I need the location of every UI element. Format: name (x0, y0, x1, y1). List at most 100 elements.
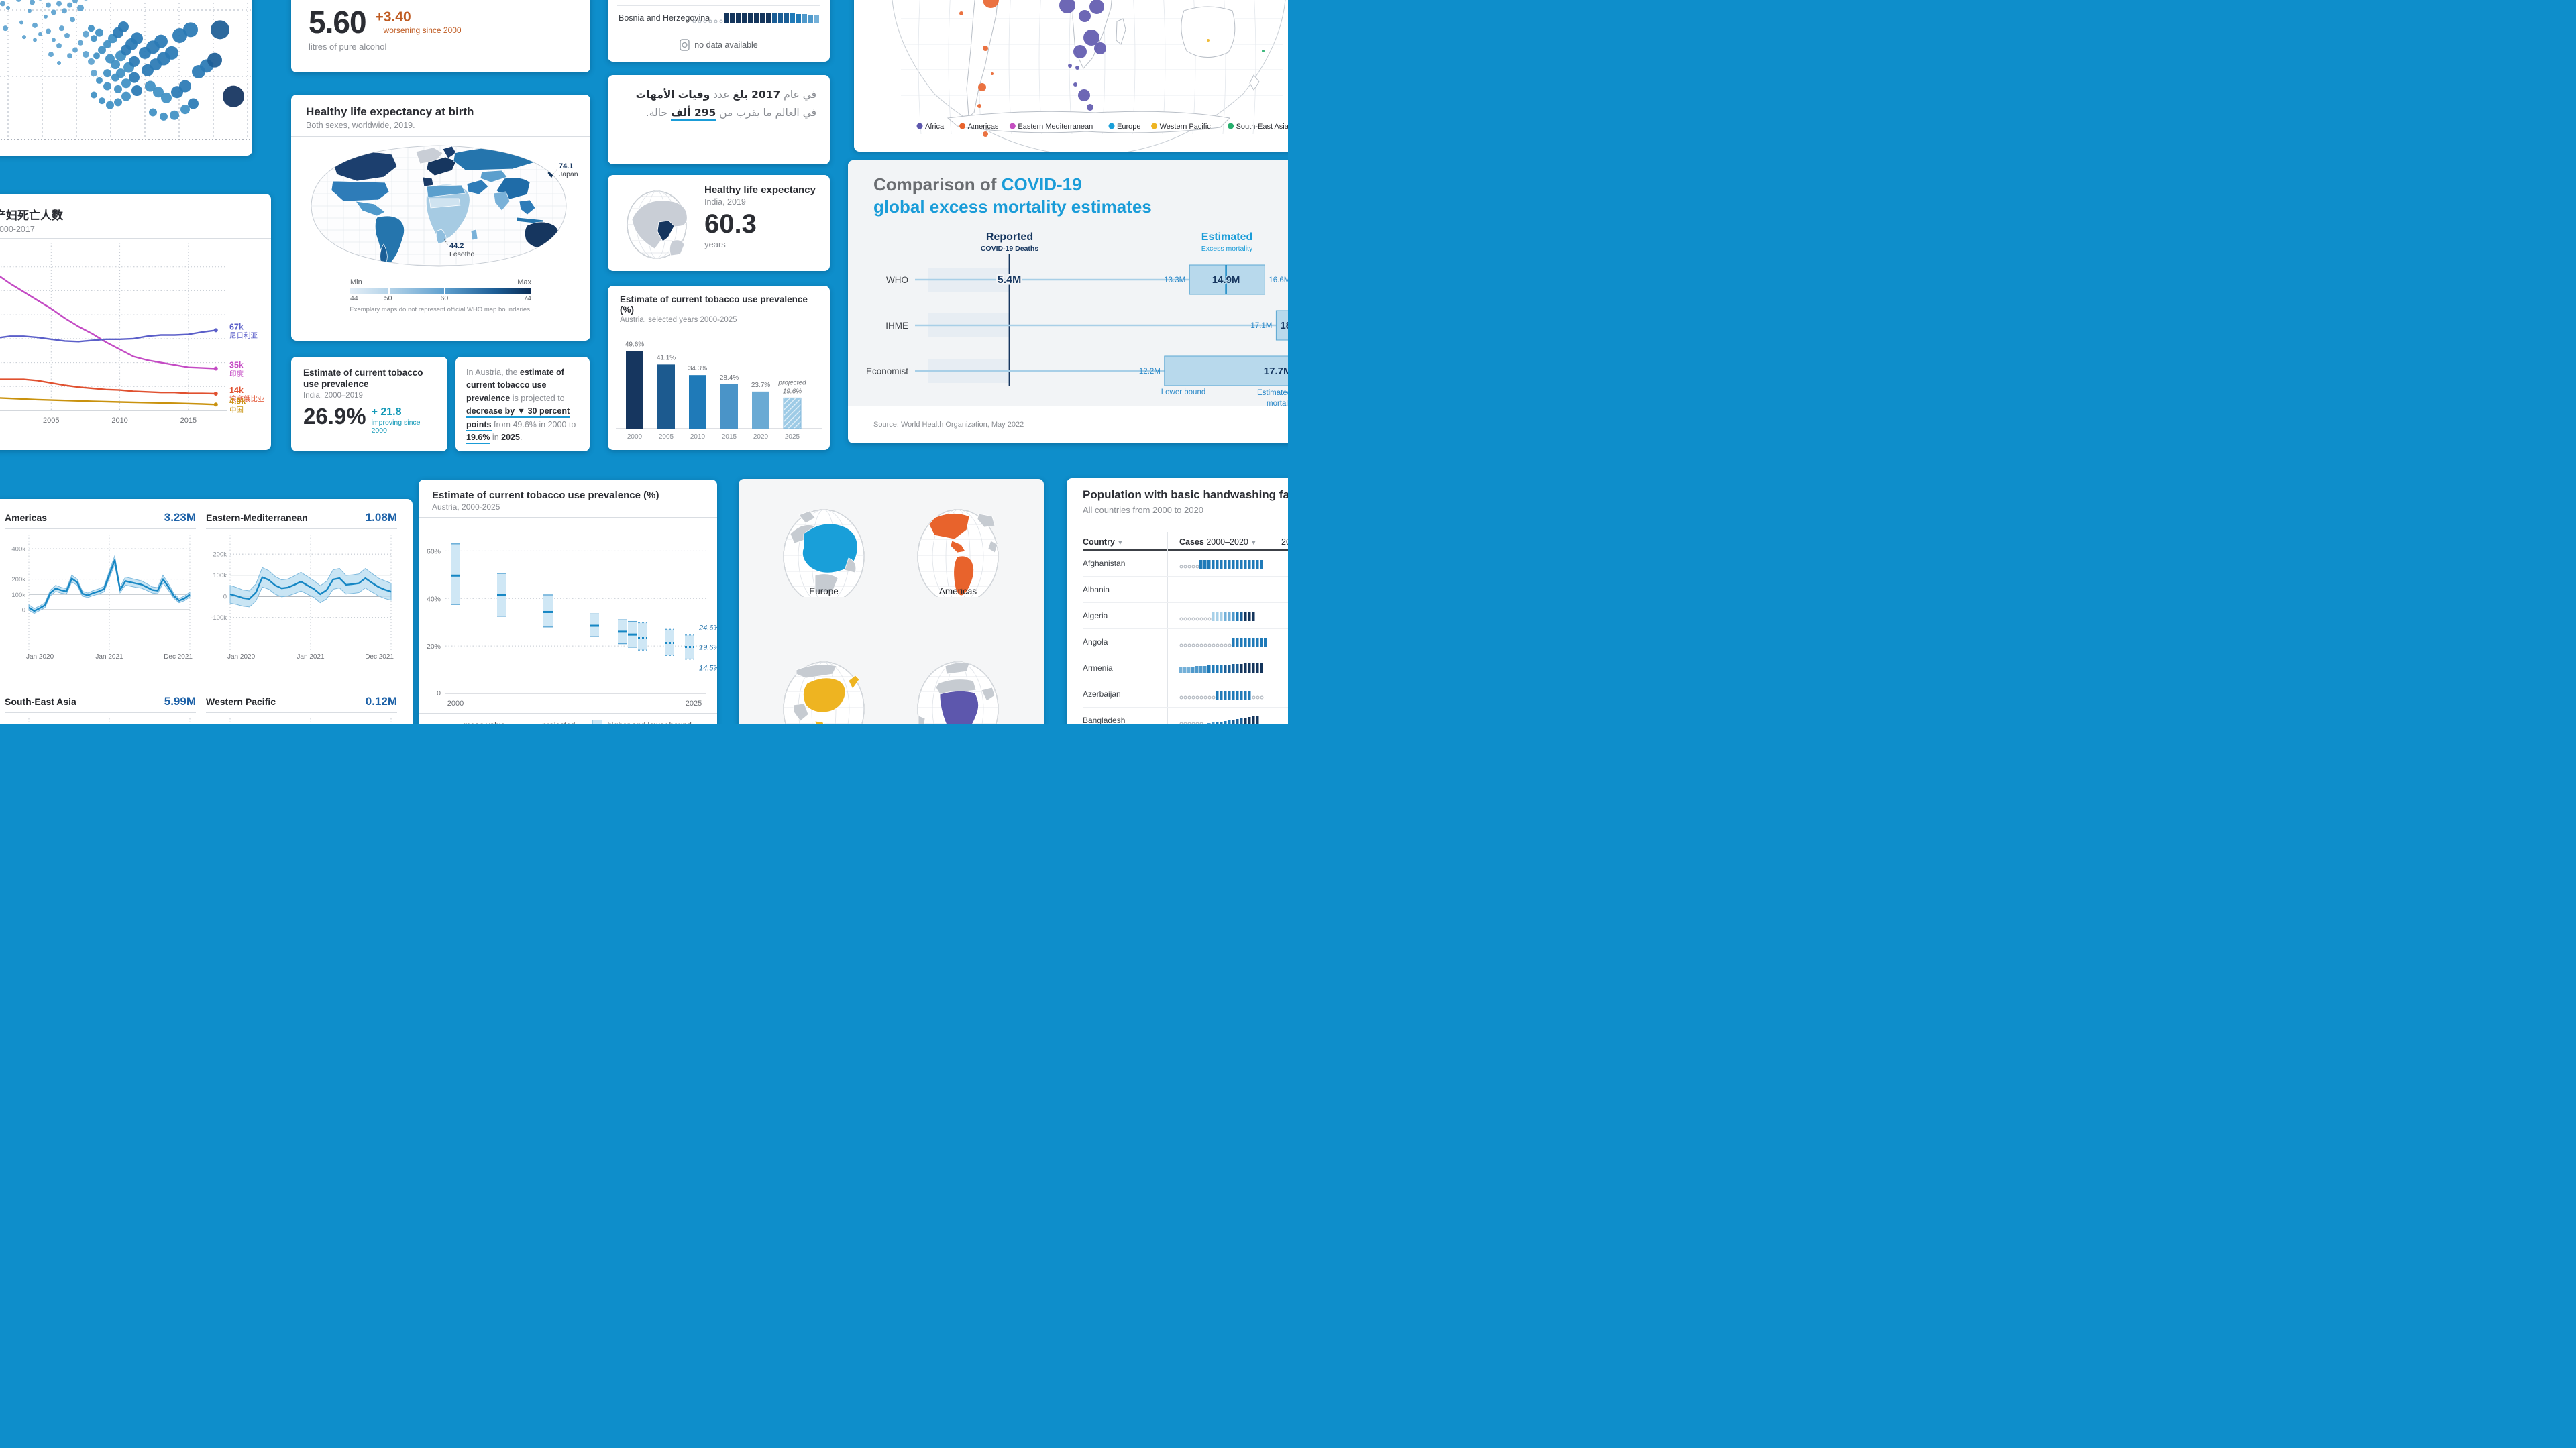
table-row[interactable]: Bangladesh (1083, 708, 1288, 724)
svg-text:IHME: IHME (885, 321, 908, 331)
austria-range-title: Estimate of current tobacco use prevalen… (432, 490, 659, 501)
panel-title: Americas (5, 512, 48, 523)
card-regions-bubble-map: Africa Americas Eastern Mediterranean Europ… (854, 0, 1288, 152)
india-globe (620, 184, 695, 268)
panel-title: Western Pacific (206, 696, 276, 707)
svg-text:Lesotho: Lesotho (449, 250, 475, 258)
svg-text:19.6%: 19.6% (783, 388, 802, 395)
svg-text:2010: 2010 (111, 416, 127, 425)
sort-chevron-icon[interactable]: ▼ (1117, 539, 1124, 546)
column-header-2020[interactable]: 2020 (1281, 537, 1288, 547)
map-footnote: Exemplary maps do not represent official… (350, 306, 532, 313)
svg-text:2025: 2025 (785, 433, 800, 441)
table-cell-country: Afghanistan (1083, 559, 1126, 568)
austria-range-subtitle: Austria, 2000-2025 (432, 502, 500, 512)
scale-tick: 60 (440, 294, 449, 302)
country-sparkline-strip (692, 11, 820, 28)
svg-text:100k: 100k (213, 572, 227, 579)
panel-value: 1.08M (365, 511, 397, 524)
svg-text:Dec 2021: Dec 2021 (365, 653, 394, 661)
card-india-hle: Healthy life expectancy India, 2019 60.3… (608, 175, 830, 271)
svg-text:0: 0 (223, 594, 227, 601)
svg-text:200k: 200k (11, 576, 25, 583)
panel-title: South-East Asia (5, 696, 76, 707)
bubble-scatter-chart (0, 0, 252, 156)
svg-text:16.6M: 16.6M (1269, 276, 1288, 284)
region-globe (773, 651, 874, 724)
table-row[interactable]: Angola (1083, 629, 1288, 655)
svg-text:Americas: Americas (968, 123, 999, 131)
table-row[interactable]: Algeria (1083, 603, 1288, 629)
covid-title: Comparison of COVID-19 global excess mor… (873, 174, 1152, 217)
svg-text:2010: 2010 (690, 433, 706, 441)
no-data-label: no data available (694, 40, 758, 50)
svg-text:Japan: Japan (559, 170, 578, 178)
table-row[interactable]: Azerbaijan (1083, 681, 1288, 708)
svg-text:60%: 60% (427, 547, 441, 555)
hle-map-title: Healthy life expectancy at birth (306, 105, 474, 118)
globe-label: Americas (938, 586, 977, 596)
column-header-cases[interactable]: Cases 2000–2020 ▼ (1179, 537, 1257, 547)
card-region-globes: Europe Americas (739, 479, 1044, 724)
alcohol-delta: +3.40 (375, 9, 411, 25)
svg-text:74.1: 74.1 (559, 162, 573, 170)
svg-text:13.3M: 13.3M (1164, 276, 1185, 284)
svg-text:20%: 20% (427, 643, 441, 651)
handwashing-subtitle: All countries from 2000 to 2020 (1083, 505, 1203, 516)
table-row[interactable]: Afghanistan (1083, 551, 1288, 577)
world-choropleth-map: 74.1 Japan 44.2 Lesotho (291, 137, 590, 277)
austria-bar-chart: 49.6% 2000 41.1% 2005 34.3% 2010 28.4% 2015 23.7… (608, 329, 830, 447)
table-row[interactable]: Albania (1083, 577, 1288, 603)
alcohol-value: 5.60 (309, 5, 367, 40)
svg-text:23.7%: 23.7% (751, 382, 770, 389)
india-tobacco-value: 26.9% (303, 403, 366, 429)
india-tobacco-delta: + 21.8 (371, 406, 402, 418)
svg-text:Jan 2020: Jan 2020 (26, 653, 54, 661)
table-cell-sparkline (1179, 636, 1268, 652)
svg-text:41.1%: 41.1% (657, 354, 676, 361)
alcohol-delta-note: worsening since 2000 (383, 25, 462, 35)
table-cell-country: Angola (1083, 637, 1108, 647)
austria-bars-subtitle: Austria, selected years 2000-2025 (620, 316, 737, 324)
austria-bars-title: Estimate of current tobacco use prevalen… (620, 294, 808, 315)
svg-text:14k: 14k (229, 386, 244, 395)
svg-text:projected: projected (777, 379, 806, 386)
india-hle-title: Healthy life expectancy (704, 184, 816, 196)
svg-text:South-East Asia: South-East Asia (1236, 123, 1288, 131)
region-globe (908, 499, 1008, 604)
region-trend-panel: Eastern-Mediterranean 1.08M 200k 100k 0 -10… (206, 511, 397, 670)
table-cell-sparkline (1179, 583, 1186, 600)
svg-text:埃塞俄比亚: 埃塞俄比亚 (229, 394, 265, 403)
table-row[interactable]: Armenia (1083, 655, 1288, 681)
sort-chevron-icon[interactable]: ▼ (1250, 539, 1257, 546)
india-hle-subtitle: India, 2019 (704, 197, 746, 207)
region-globe (908, 651, 1008, 724)
svg-text:0: 0 (437, 689, 441, 698)
svg-text:Economist: Economist (866, 366, 908, 376)
card-austria-bars: Estimate of current tobacco use prevalen… (608, 286, 830, 450)
svg-text:Western Pacific: Western Pacific (1160, 123, 1212, 131)
card-country-strip: Bosnia and Herzegovina no data available (608, 0, 830, 62)
svg-text:2005: 2005 (43, 416, 59, 425)
column-header-country[interactable]: Country ▼ (1083, 537, 1124, 547)
svg-text:2015: 2015 (180, 416, 197, 425)
svg-text:14.9M: 14.9M (1212, 274, 1240, 286)
svg-text:Dec 2021: Dec 2021 (164, 653, 193, 661)
svg-text:200k: 200k (213, 551, 227, 559)
svg-text:18.2M: 18.2M (1280, 320, 1288, 331)
table-cell-country: Algeria (1083, 611, 1108, 620)
range-legend: mean value projected higher and lower bo… (419, 720, 717, 724)
card-india-tobacco: Estimate of current tobacco use prevalen… (291, 357, 447, 451)
table-cell-sparkline (1179, 557, 1264, 573)
svg-text:28.4%: 28.4% (720, 374, 739, 382)
svg-text:19.6%: 19.6% (699, 644, 717, 652)
table-cell-sparkline (1179, 662, 1264, 678)
india-tobacco-delta-note: improving since 2000 (371, 418, 421, 435)
table-cell-sparkline (1179, 610, 1256, 626)
svg-text:印度: 印度 (229, 370, 244, 378)
